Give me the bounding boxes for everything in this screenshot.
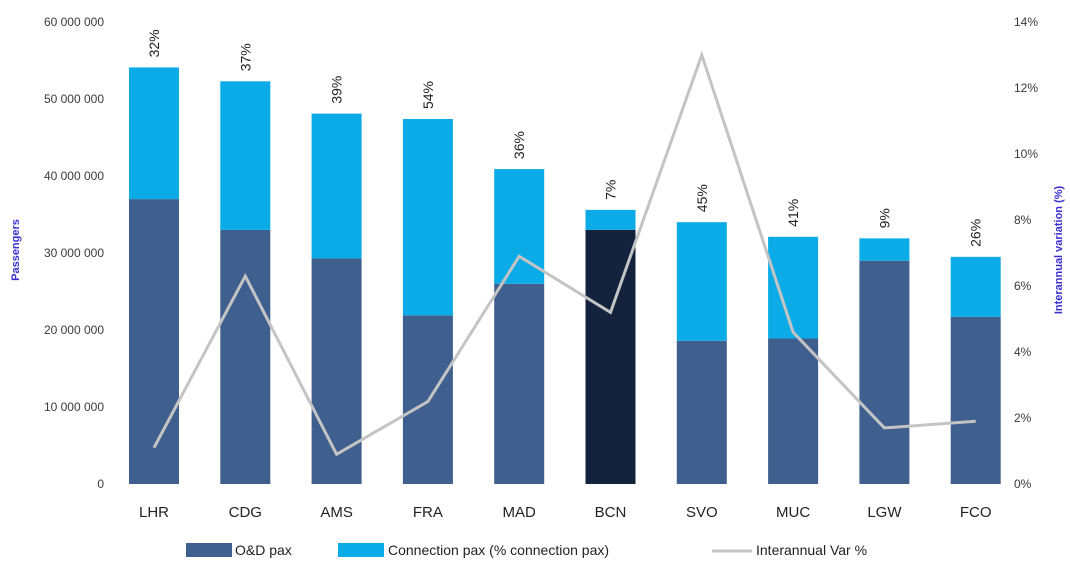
y2-tick-label: 12% (1014, 81, 1038, 95)
data-label-lgw: 9% (876, 208, 892, 228)
y-tick-label: 30 000 000 (44, 246, 104, 260)
y-tick-label: 60 000 000 (44, 15, 104, 29)
y2-axis-title: Interannual variation (%) (1053, 185, 1065, 314)
bar-connection-ams (311, 113, 362, 259)
line-interannual-var (152, 50, 976, 457)
legend-label-connection: Connection pax (% connection pax) (388, 542, 609, 558)
y2-tick-label: 8% (1014, 213, 1032, 227)
bar-connection-fco (950, 256, 1001, 317)
y2-tick-label: 14% (1014, 15, 1038, 29)
bar-connection-bcn (585, 209, 636, 230)
bar-connection-lgw (859, 238, 910, 261)
bar-connection-mad (494, 169, 545, 284)
legend-label-line: Interannual Var % (756, 542, 867, 558)
y-tick-label: 40 000 000 (44, 169, 104, 183)
y-tick-label: 0 (97, 477, 104, 491)
y-axis-left: 0 10 000 000 20 000 000 30 000 000 40 000 00… (44, 15, 104, 491)
x-tick-label-lgw: LGW (867, 504, 902, 521)
bar-od-bcn (585, 229, 636, 484)
legend-label-od: O&D pax (235, 542, 292, 558)
data-label-bcn: 7% (603, 180, 619, 200)
y-axis-right: 0% 2% 4% 6% 8% 10% 12% 14% (1014, 15, 1038, 491)
x-tick-label-ams: AMS (320, 504, 353, 521)
bar-od-cdg (220, 229, 271, 484)
data-label-fra: 54% (420, 81, 436, 109)
data-label-muc: 41% (785, 199, 801, 227)
x-tick-label-muc: MUC (776, 504, 810, 521)
x-tick-label-svo: SVO (686, 504, 718, 521)
data-label-cdg: 37% (237, 43, 253, 71)
x-tick-label-fco: FCO (960, 504, 992, 521)
y2-tick-label: 4% (1014, 345, 1032, 359)
x-tick-label-cdg: CDG (229, 504, 262, 521)
data-label-ams: 39% (329, 76, 345, 104)
legend: O&D pax Connection pax (% connection pax)… (186, 542, 867, 558)
y-tick-label: 20 000 000 (44, 323, 104, 337)
bar-connection-cdg (220, 81, 271, 230)
data-labels: 32% 37% 39% 54% 36% 7% 45% 41% 9% 26% (146, 29, 984, 246)
bar-od-lgw (859, 260, 910, 484)
y2-tick-label: 10% (1014, 147, 1038, 161)
bar-od-mad (494, 283, 545, 484)
y-axis-title: Passengers (10, 219, 22, 281)
category-labels: LHR CDG AMS FRA MAD BCN SVO MUC LGW FCO (139, 504, 992, 521)
data-label-mad: 36% (511, 131, 527, 159)
data-label-fco: 26% (968, 219, 984, 247)
y2-tick-label: 2% (1014, 411, 1032, 425)
bar-od-svo (676, 340, 727, 484)
bar-od-muc (768, 338, 819, 484)
line-series (152, 50, 976, 457)
bar-connection-fra (402, 119, 453, 316)
bar-od-lhr (129, 199, 179, 484)
bar-od-ams (311, 258, 362, 484)
bar-connection-muc (768, 236, 819, 339)
legend-swatch-od (186, 543, 232, 557)
y2-tick-label: 6% (1014, 279, 1032, 293)
x-tick-label-bcn: BCN (595, 504, 627, 521)
y-tick-label: 50 000 000 (44, 92, 104, 106)
bar-connection-svo (676, 222, 727, 341)
bar-od-fco (950, 316, 1001, 484)
y-tick-label: 10 000 000 (44, 400, 104, 414)
bars (129, 67, 1001, 484)
x-tick-label-lhr: LHR (139, 504, 169, 521)
data-label-lhr: 32% (146, 29, 162, 57)
x-tick-label-fra: FRA (413, 504, 443, 521)
x-tick-label-mad: MAD (503, 504, 537, 521)
bar-connection-lhr (129, 67, 179, 200)
y2-tick-label: 0% (1014, 477, 1032, 491)
data-label-svo: 45% (694, 184, 710, 212)
legend-swatch-connection (338, 543, 384, 557)
